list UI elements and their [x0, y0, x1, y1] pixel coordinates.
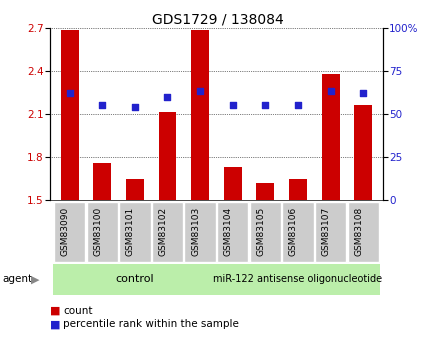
Text: GSM83106: GSM83106 [288, 207, 297, 256]
Point [131, 104, 138, 110]
Bar [158, 112, 176, 200]
Bar [256, 183, 274, 200]
Text: GDS1729 / 138084: GDS1729 / 138084 [151, 12, 283, 26]
Text: control: control [115, 275, 154, 284]
Bar [347, 202, 378, 262]
Text: GSM83090: GSM83090 [60, 207, 69, 256]
Text: GSM83101: GSM83101 [125, 207, 135, 256]
Point [229, 102, 236, 108]
Text: GSM83102: GSM83102 [158, 207, 167, 256]
Point [359, 90, 366, 96]
Bar [53, 264, 216, 295]
Bar [119, 202, 150, 262]
Bar [223, 167, 241, 200]
Text: percentile rank within the sample: percentile rank within the sample [63, 319, 238, 329]
Bar [151, 202, 183, 262]
Bar [321, 73, 339, 200]
Point [196, 89, 203, 94]
Bar [314, 202, 345, 262]
Bar [125, 179, 144, 200]
Text: ■: ■ [50, 306, 60, 315]
Text: GSM83100: GSM83100 [93, 207, 102, 256]
Point [66, 90, 73, 96]
Text: GSM83107: GSM83107 [321, 207, 330, 256]
Text: agent: agent [2, 275, 32, 284]
Bar [249, 202, 280, 262]
Point [326, 89, 333, 94]
Bar [86, 202, 118, 262]
Text: ■: ■ [50, 319, 60, 329]
Bar [93, 163, 111, 200]
Bar [60, 30, 79, 200]
Bar [184, 202, 215, 262]
Point [261, 102, 268, 108]
Text: GSM83105: GSM83105 [256, 207, 265, 256]
Point [99, 102, 105, 108]
Bar [217, 202, 248, 262]
Text: count: count [63, 306, 92, 315]
Bar [282, 202, 313, 262]
Bar [288, 179, 306, 200]
Text: ▶: ▶ [31, 275, 40, 284]
Bar [353, 105, 372, 200]
Text: miR-122 antisense oligonucleotide: miR-122 antisense oligonucleotide [213, 275, 381, 284]
Bar [191, 30, 209, 200]
Bar [54, 202, 85, 262]
Point [294, 102, 301, 108]
Text: GSM83104: GSM83104 [223, 207, 232, 256]
Bar [216, 264, 379, 295]
Text: GSM83108: GSM83108 [353, 207, 362, 256]
Text: GSM83103: GSM83103 [191, 207, 200, 256]
Point [164, 94, 171, 99]
